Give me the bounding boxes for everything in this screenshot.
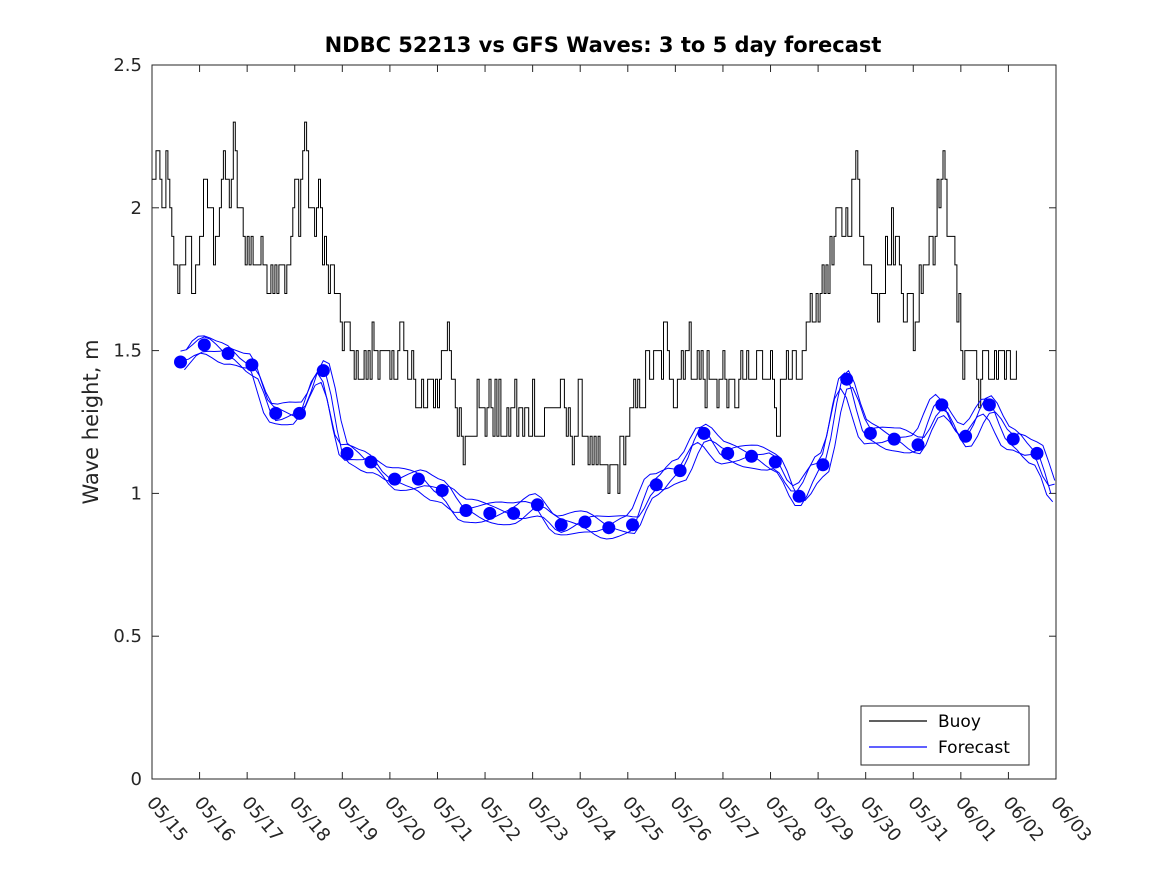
- forecast-marker: [1030, 446, 1044, 460]
- forecast-line: [180, 336, 1056, 533]
- forecast-marker: [649, 478, 663, 492]
- forecast-marker: [792, 489, 806, 503]
- forecast-markers: [174, 338, 1044, 535]
- forecast-marker: [840, 372, 854, 386]
- forecast-marker: [959, 429, 973, 443]
- forecast-marker: [745, 449, 758, 463]
- y-tick-label: 0: [131, 769, 142, 790]
- forecast-marker: [197, 338, 211, 352]
- forecast-marker: [935, 398, 949, 412]
- forecast-marker: [673, 464, 687, 478]
- forecast-line: [182, 352, 1052, 535]
- forecast-marker: [530, 498, 544, 512]
- forecast-marker: [1006, 432, 1020, 446]
- forecast-marker: [245, 358, 259, 372]
- legend-label-buoy: Buoy: [938, 712, 981, 732]
- forecast-marker: [816, 458, 830, 472]
- forecast-marker: [626, 518, 639, 532]
- forecast-marker: [721, 446, 735, 460]
- legend: Buoy Forecast: [860, 705, 1030, 766]
- y-tick-label: 2.5: [113, 55, 142, 76]
- forecast-line: [185, 335, 1055, 536]
- forecast-marker: [768, 455, 782, 469]
- forecast-marker: [293, 406, 306, 420]
- forecast-marker: [435, 484, 449, 497]
- y-tick-label: 2: [131, 198, 142, 219]
- forecast-marker: [340, 446, 354, 460]
- y-axis-label: Wave height, m: [79, 339, 103, 504]
- forecast-marker: [174, 355, 187, 369]
- forecast-marker: [578, 515, 592, 529]
- forecast-marker: [887, 432, 901, 446]
- y-axis: 0 0.5 1 1.5 2 2.5: [113, 55, 1056, 790]
- forecast-series: [180, 335, 1056, 540]
- plot-area: [151, 64, 1057, 780]
- forecast-marker: [411, 472, 425, 486]
- forecast-marker: [982, 398, 996, 412]
- chart-title: NDBC 52213 vs GFS Waves: 3 to 5 day fore…: [325, 33, 882, 57]
- legend-box: [860, 705, 1030, 766]
- y-tick-label: 0.5: [113, 626, 142, 647]
- buoy-series: [152, 121, 1017, 494]
- forecast-marker: [483, 506, 497, 520]
- forecast-marker: [697, 426, 711, 440]
- forecast-marker: [221, 347, 235, 360]
- forecast-marker: [863, 426, 877, 440]
- forecast-marker: [507, 506, 521, 520]
- forecast-marker: [364, 455, 378, 469]
- legend-label-forecast: Forecast: [938, 738, 1010, 758]
- forecast-marker: [554, 518, 568, 532]
- forecast-marker: [602, 521, 616, 535]
- y-tick-label: 1.5: [113, 341, 142, 362]
- forecast-marker: [911, 438, 925, 452]
- forecast-marker: [388, 472, 402, 486]
- forecast-marker: [269, 406, 283, 420]
- forecast-marker: [316, 364, 330, 378]
- y-tick-label: 1: [131, 483, 142, 504]
- forecast-marker: [459, 504, 473, 517]
- buoy-line: [152, 121, 1017, 494]
